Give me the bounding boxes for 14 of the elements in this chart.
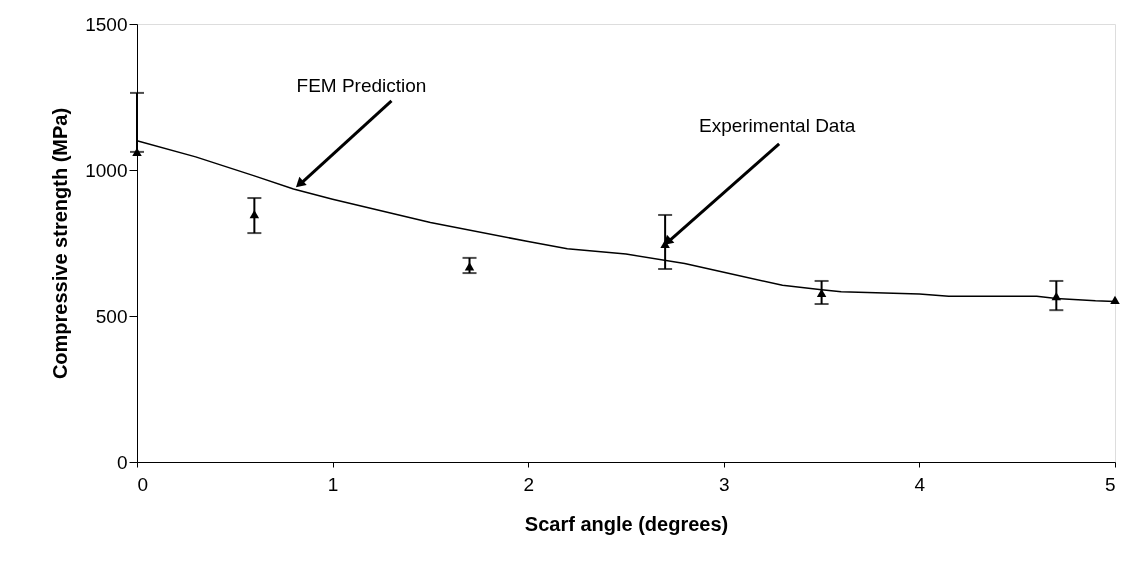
x-tick-label: 1 [327, 473, 339, 495]
annotation: FEM Prediction [296, 74, 427, 96]
x-tick-label: 5 [1104, 473, 1116, 495]
y-tick-label: 1500 [85, 13, 128, 35]
x-tick-label: 0 [137, 473, 149, 495]
x-tick-label: 2 [523, 473, 534, 495]
x-tick-label: 3 [719, 473, 730, 495]
y-tick-label: 1000 [85, 159, 128, 181]
x-axis-title: Scarf angle (degrees) [524, 512, 729, 535]
x-tick-label: 4 [914, 473, 926, 495]
y-tick-label: 0 [116, 451, 128, 473]
y-axis-title: Compressive strength (MPa) [49, 107, 72, 380]
y-tick-label: 500 [95, 305, 128, 327]
annotation: Experimental Data [698, 114, 856, 136]
